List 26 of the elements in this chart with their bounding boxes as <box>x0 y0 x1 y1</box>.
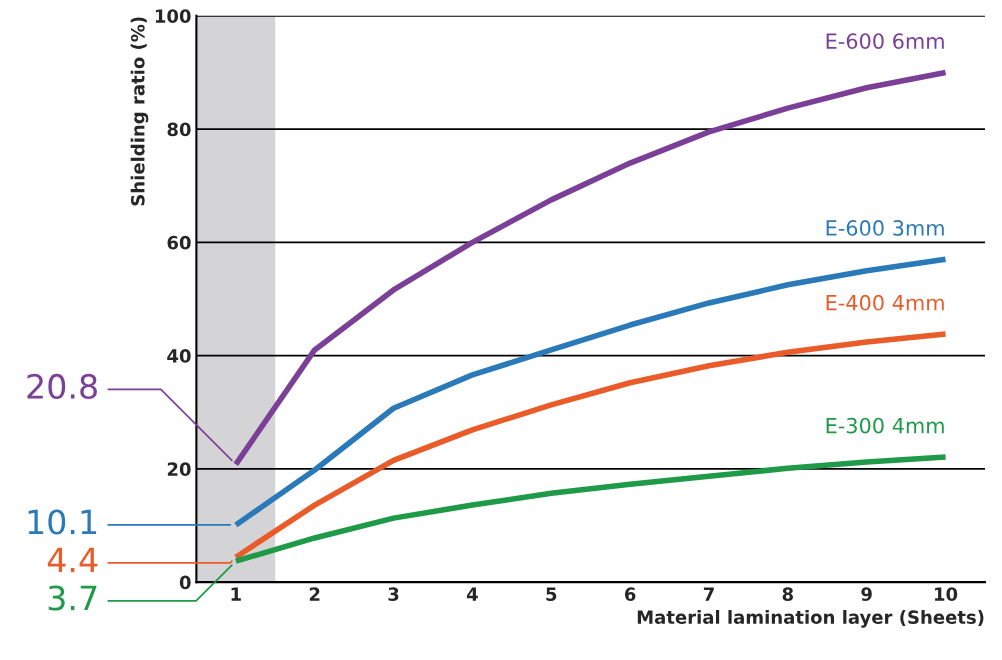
data-label: 4.4 <box>47 547 98 573</box>
y-tick-label: 60 <box>167 235 191 250</box>
x-tick-label: 4 <box>466 587 478 601</box>
x-tick-label: 9 <box>861 587 872 601</box>
x-tick-label: 8 <box>782 587 793 601</box>
y-tick-label: 20 <box>167 462 191 476</box>
x-tick-label: 10 <box>935 587 958 601</box>
y-tick-label: 100 <box>155 9 191 23</box>
y-tick-label: 80 <box>167 122 191 137</box>
y-axis-title: Shielding ratio (%) <box>130 17 149 206</box>
series-label: E-300 4mm <box>826 417 944 434</box>
y-tick-label: 0 <box>179 575 191 590</box>
data-label: 10.1 <box>28 509 97 535</box>
x-tick-label: 6 <box>624 587 636 601</box>
data-label: 20.8 <box>27 373 97 400</box>
x-tick-label: 2 <box>309 587 320 601</box>
x-tick-label: 7 <box>703 587 714 601</box>
x-tick-label: 3 <box>388 587 399 601</box>
x-axis-title: Material lamination layer (Sheets) <box>637 610 984 628</box>
x-tick-label: 5 <box>546 587 557 601</box>
y-tick-label: 40 <box>167 349 191 363</box>
series-label: E-600 3mm <box>826 220 944 236</box>
series-label: E-400 4mm <box>826 294 944 311</box>
data-label: 3.7 <box>48 585 97 611</box>
x-tick-label: 1 <box>231 587 241 601</box>
series-label: E-600 6mm <box>826 33 944 49</box>
